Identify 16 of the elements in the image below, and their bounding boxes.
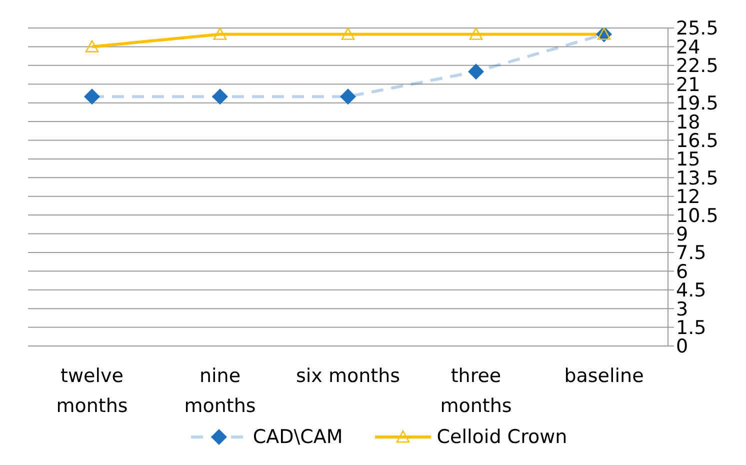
point (597, 28, 611, 40)
x-tick-label: nine months (184, 365, 256, 417)
point (341, 28, 355, 40)
point (469, 28, 483, 40)
point (212, 88, 228, 105)
legend-label: Celloid Crown (436, 426, 568, 448)
x-tick-label: baseline (564, 365, 644, 387)
point (84, 88, 100, 105)
point (340, 88, 356, 105)
point (468, 64, 484, 80)
legend-label: CAD\CAM (252, 426, 343, 448)
x-tick-label: twelve months (56, 365, 128, 417)
x-tick-label: three months (440, 365, 512, 417)
point (85, 40, 99, 52)
point (213, 28, 227, 40)
x-tick-label: six months (296, 365, 400, 387)
